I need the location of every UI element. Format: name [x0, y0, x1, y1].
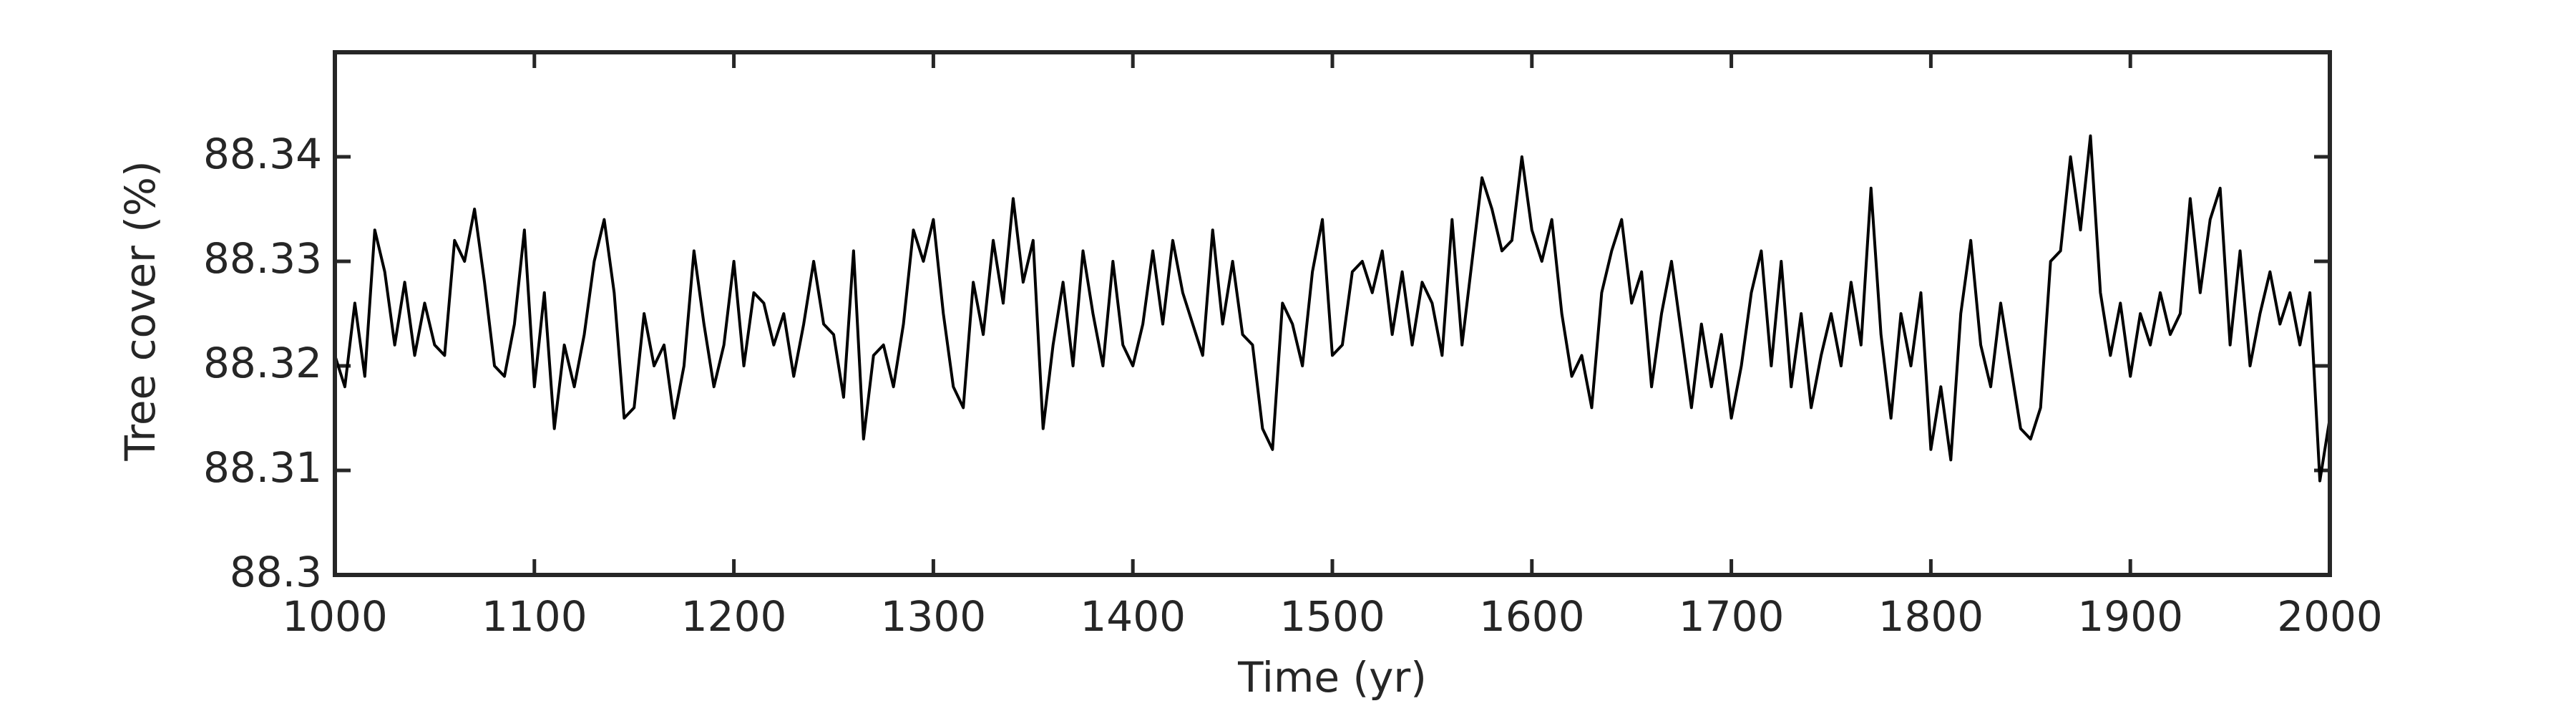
- x-tick-label: 2000: [2277, 592, 2383, 641]
- y-tick-label: 88.31: [203, 443, 322, 492]
- x-tick-label: 1600: [1479, 592, 1585, 641]
- y-tick-label: 88.33: [203, 234, 322, 283]
- x-tick-label: 1800: [1878, 592, 1984, 641]
- plot-frame: [333, 50, 2332, 577]
- y-tick-label: 88.34: [203, 130, 322, 178]
- x-tick-label: 1300: [881, 592, 987, 641]
- x-tick-label: 1000: [282, 592, 388, 641]
- x-tick-label: 1200: [681, 592, 787, 641]
- x-tick-label: 1500: [1279, 592, 1385, 641]
- x-tick-label: 1100: [482, 592, 587, 641]
- data-line: [333, 134, 2331, 483]
- y-tick-label: 88.3: [230, 548, 322, 596]
- x-tick-label: 1400: [1080, 592, 1186, 641]
- y-axis-label: Tree cover (%): [116, 160, 165, 461]
- y-tick-label: 88.32: [203, 339, 322, 387]
- x-tick-label: 1900: [2077, 592, 2183, 641]
- x-tick-label: 1700: [1679, 592, 1785, 641]
- x-axis-label: Time (yr): [1237, 653, 1427, 702]
